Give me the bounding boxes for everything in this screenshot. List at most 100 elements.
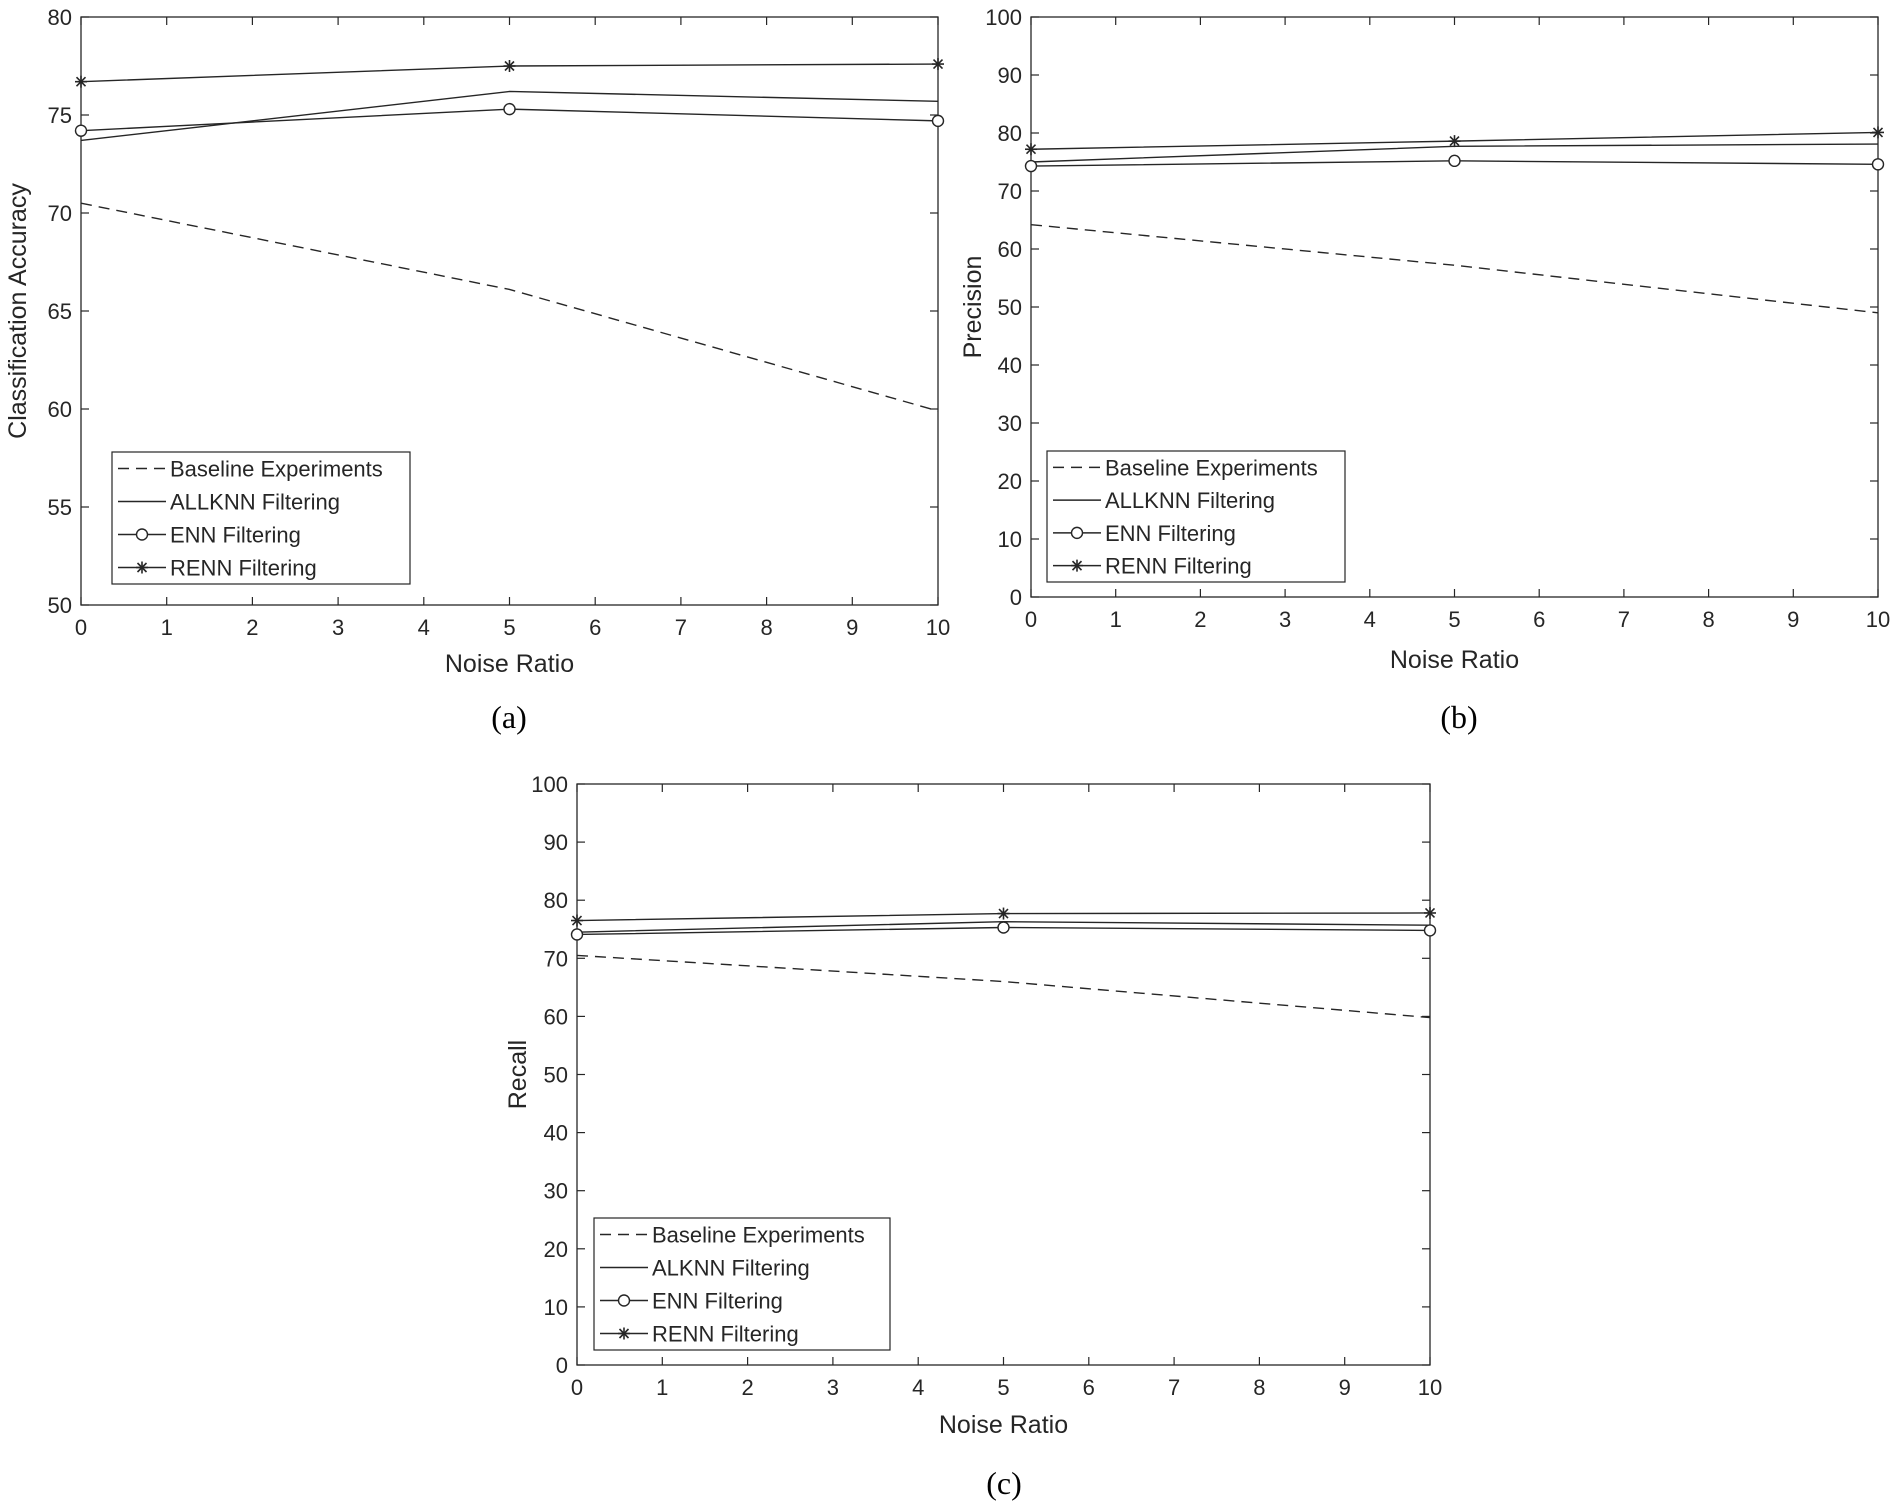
y-tick-label: 80 <box>48 5 72 30</box>
series-group <box>74 58 945 412</box>
y-tick-label: 0 <box>1010 585 1022 610</box>
y-tick-label: 0 <box>556 1353 568 1378</box>
data-point <box>932 58 944 71</box>
x-tick-label: 3 <box>332 615 344 640</box>
legend-label: ENN Filtering <box>1105 521 1236 546</box>
y-tick-label: 10 <box>544 1295 568 1320</box>
x-tick-label: 2 <box>1194 607 1206 632</box>
legend-item: ENN Filtering <box>118 523 301 548</box>
chart-panel-2: 0 1 2 3 4 5 6 7 8 9 100102030405060708090100Noise … <box>959 5 1890 735</box>
legend: Baseline Experiments ALLKNN Filtering ENN … <box>111 451 411 585</box>
y-tick-label: 60 <box>544 1004 568 1029</box>
legend-marker <box>1071 559 1083 572</box>
y-tick-label: 90 <box>998 63 1022 88</box>
y-tick-label: 30 <box>998 411 1022 436</box>
x-tick-label: 4 <box>912 1375 924 1400</box>
legend-box <box>111 451 411 585</box>
series-line <box>80 202 939 412</box>
legend-item: ALKNN Filtering <box>600 1256 810 1281</box>
x-axis: 0 1 2 3 4 5 6 7 8 9 10 <box>75 17 950 640</box>
star-stroke <box>1424 907 1436 919</box>
legend-label: RENN Filtering <box>170 556 317 581</box>
y-axis: 50 55 60 65 70 75 80 <box>48 5 938 618</box>
series-baseline-experiments <box>80 202 939 412</box>
data-point <box>1025 143 1037 156</box>
legend-label: Baseline Experiments <box>170 457 383 482</box>
y-axis-label: Precision <box>959 256 987 359</box>
legend-marker <box>135 528 149 541</box>
legend-label: ALKNN Filtering <box>652 1256 810 1281</box>
x-tick-label: 0 <box>75 615 87 640</box>
data-point <box>997 921 1010 934</box>
y-tick-label: 90 <box>544 830 568 855</box>
series-enn-filtering <box>570 921 1437 941</box>
x-axis: 0 1 2 3 4 5 6 7 8 9 10 <box>571 784 1442 1400</box>
data-point <box>997 907 1010 920</box>
data-point <box>503 102 516 116</box>
series-baseline-experiments <box>576 954 1431 1019</box>
legend-label: ENN Filtering <box>170 523 301 548</box>
legend-item: ALLKNN Filtering <box>1053 488 1275 513</box>
x-axis-label: Noise Ratio <box>445 650 574 678</box>
series-line <box>576 954 1431 1019</box>
series-baseline-experiments <box>1030 223 1879 314</box>
y-tick-label: 40 <box>544 1121 568 1146</box>
x-tick-label: 2 <box>246 615 258 640</box>
x-tick-label: 4 <box>418 615 430 640</box>
y-tick-label: 75 <box>48 103 72 128</box>
x-tick-label: 9 <box>846 615 858 640</box>
series-enn-filtering <box>1024 154 1885 173</box>
x-tick-label: 8 <box>1702 607 1714 632</box>
legend-marker <box>1070 526 1084 540</box>
data-point <box>1871 158 1885 171</box>
series-line <box>1030 223 1879 314</box>
y-tick-label: 50 <box>544 1063 568 1088</box>
y-tick-label: 20 <box>998 469 1022 494</box>
legend-label: ALLKNN Filtering <box>170 490 340 515</box>
panel-caption: (c) <box>986 1465 1022 1501</box>
x-tick-label: 9 <box>1787 607 1799 632</box>
x-tick-label: 1 <box>161 615 173 640</box>
y-tick-label: 50 <box>998 295 1022 320</box>
x-tick-label: 2 <box>741 1375 753 1400</box>
data-point <box>1423 924 1437 937</box>
x-tick-label: 3 <box>827 1375 839 1400</box>
x-tick-label: 5 <box>997 1375 1009 1400</box>
x-tick-label: 1 <box>1110 607 1122 632</box>
star-stroke <box>932 58 944 70</box>
y-axis: 0 10 20 30 40 50 60 70 80 90 100 <box>985 5 1878 610</box>
legend-item: ALLKNN Filtering <box>118 490 340 515</box>
data-point <box>1424 906 1436 919</box>
legend-item: ENN Filtering <box>600 1289 783 1314</box>
legend-box <box>1046 450 1346 583</box>
legend-marker <box>136 561 148 574</box>
y-tick-label: 70 <box>544 946 568 971</box>
x-axis-label: Noise Ratio <box>1390 646 1519 674</box>
chart-panel-1: 0 1 2 3 4 5 6 7 8 9 10 50 55 60 65 70 75 80 Noise Ratio Cla… <box>4 5 950 735</box>
x-axis-label: Noise Ratio <box>939 1411 1068 1439</box>
legend-item: Baseline Experiments <box>1053 455 1318 480</box>
y-tick-label: 100 <box>531 772 568 797</box>
data-point <box>1024 159 1038 173</box>
x-tick-label: 5 <box>503 615 515 640</box>
legend: Baseline Experiments ALKNN Filtering ENN F… <box>593 1217 891 1351</box>
data-point <box>571 914 583 927</box>
legend-item: RENN Filtering <box>118 556 317 581</box>
data-point <box>74 124 88 137</box>
legend-item: Baseline Experiments <box>600 1223 865 1248</box>
x-tick-label: 0 <box>1025 607 1037 632</box>
data-point <box>1872 126 1884 139</box>
legend-item: RENN Filtering <box>600 1322 799 1347</box>
star-stroke <box>1872 127 1884 138</box>
legend-box <box>593 1217 891 1351</box>
y-tick-label: 60 <box>48 397 72 422</box>
x-tick-label: 7 <box>1168 1375 1180 1400</box>
legend-label: RENN Filtering <box>652 1322 799 1347</box>
series-renn-filtering <box>1025 126 1884 156</box>
legend-item: RENN Filtering <box>1053 554 1252 579</box>
y-tick-label: 40 <box>998 353 1022 378</box>
legend-label: ENN Filtering <box>652 1289 783 1314</box>
legend-item: Baseline Experiments <box>118 457 383 482</box>
y-tick-label: 30 <box>544 1179 568 1204</box>
